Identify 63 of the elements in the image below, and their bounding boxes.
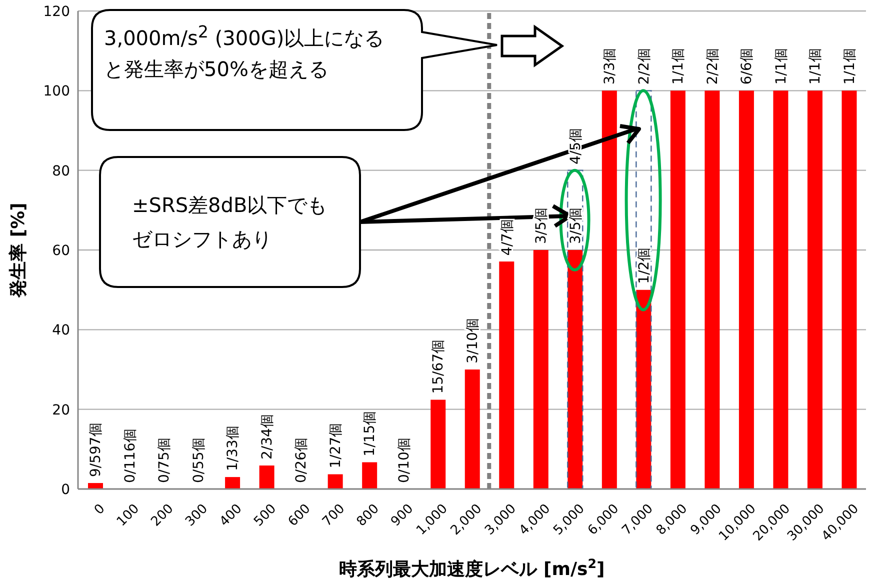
y-tick-label: 20: [52, 402, 70, 418]
data-label: 6/6個: [739, 48, 756, 85]
y-tick-label: 40: [52, 322, 70, 339]
data-label: 3/3個: [602, 48, 618, 85]
bar: [670, 90, 686, 489]
x-tick-label: 100: [114, 501, 142, 530]
data-label: 0/116個: [122, 428, 138, 483]
data-label: 1/2個: [636, 247, 652, 284]
bar: [430, 400, 446, 489]
annotation: 3,000m/s$^{2}$ (300G)以上になると発生率が50%を超える: [104, 22, 384, 81]
data-label: 9/597個: [88, 422, 104, 478]
annotation: ±SRS差8dB以下でもゼロシフトあり: [132, 193, 328, 251]
y-tick-label: 80: [52, 163, 70, 180]
x-tick-label: 800: [354, 501, 382, 530]
bar: [88, 483, 103, 489]
bar: [842, 90, 857, 489]
y-tick-label: 120: [43, 4, 70, 20]
data-label: 1/15個: [362, 410, 378, 456]
data-label: 2/2個: [636, 48, 652, 85]
bar: [533, 250, 548, 489]
y-tick-label: 100: [43, 84, 70, 100]
data-label: 3/10個: [465, 318, 481, 364]
bar: [362, 462, 378, 489]
data-label: 1/1個: [773, 48, 790, 85]
data-label: 2/2個: [704, 48, 721, 85]
data-label: 1/1個: [670, 48, 687, 85]
x-tick-label: 0: [92, 501, 108, 518]
data-label: 1/1個: [808, 48, 824, 85]
x-axis-title: 時系列最大加速度レベル [m/s$^{2}$]: [339, 556, 605, 580]
y-axis-title: 発生率 [%]: [8, 202, 29, 298]
x-tick-label: 300: [182, 501, 211, 530]
data-label: 3/5個: [568, 207, 584, 244]
x-tick-label: 900: [388, 501, 417, 530]
bar: [259, 466, 274, 489]
data-label: 0/26個: [294, 438, 310, 483]
bar: [773, 90, 788, 489]
data-label: 1/27個: [328, 422, 344, 468]
data-label: 0/55個: [190, 438, 207, 483]
bar: [464, 370, 480, 489]
x-tick-label: 600: [286, 501, 314, 530]
data-label: 0/75個: [156, 438, 173, 483]
y-tick-label: 60: [52, 242, 70, 259]
bar: [568, 250, 583, 489]
data-label: 1/1個: [842, 48, 858, 85]
data-label: 4/7個: [499, 219, 516, 256]
data-label: 15/67個: [430, 339, 447, 394]
x-tick-label: 400: [217, 501, 246, 530]
bar: [636, 90, 652, 489]
bar: [225, 477, 240, 489]
bar: [807, 90, 822, 489]
x-tick-label: 500: [251, 501, 280, 530]
bar: [499, 262, 514, 489]
bar: [567, 170, 584, 489]
bar: [704, 90, 720, 489]
y-tick-label: 0: [61, 482, 70, 498]
data-label: 2/34個: [259, 414, 276, 460]
data-label: 0/10個: [396, 438, 412, 483]
bar: [328, 474, 343, 489]
data-label: 1/33個: [225, 426, 242, 472]
bar: [602, 90, 617, 489]
x-tick-label: 200: [148, 501, 177, 530]
x-tick-label: 700: [320, 501, 348, 530]
bar: [738, 90, 754, 489]
